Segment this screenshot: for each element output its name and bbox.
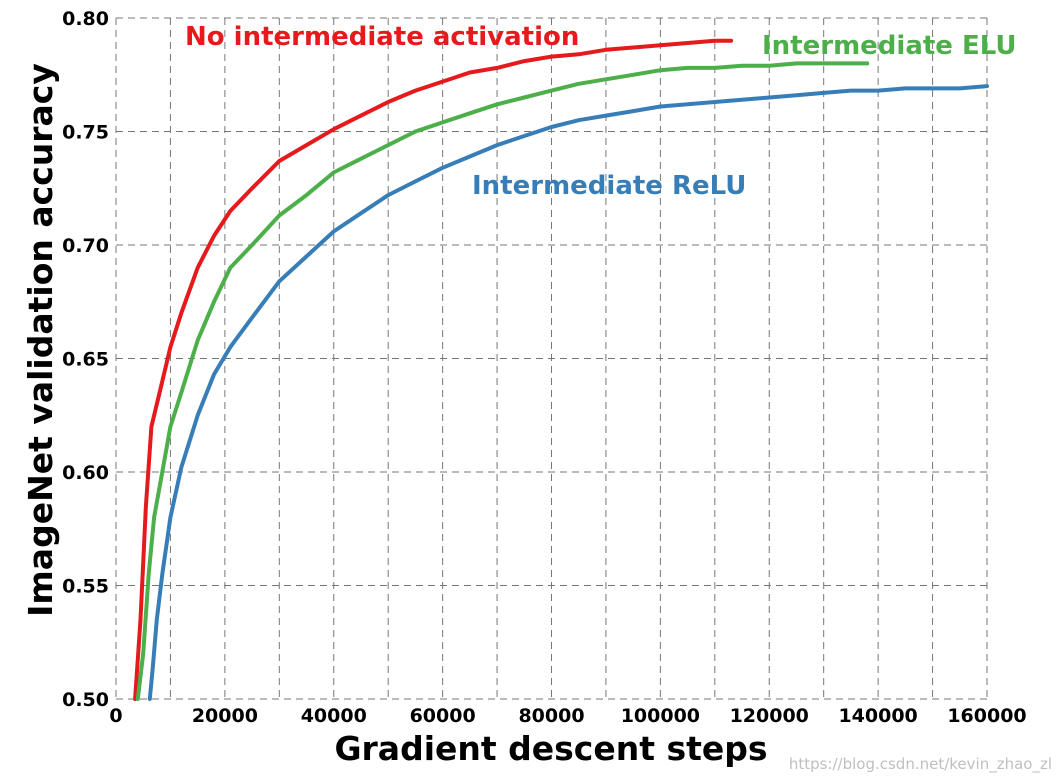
tick-labels: 0 20000 40000 60000 80000 100000 120000 140000 1…: [62, 8, 1027, 727]
series-line-intermediate-elu: [135, 61, 870, 701]
x-tick-label: 140000: [838, 705, 917, 727]
y-tick-label: 0.55: [62, 576, 109, 598]
y-axis-title: ImageNet validation accuracy: [21, 63, 60, 617]
series-lines: [133, 38, 989, 701]
series-line-intermediate-relu: [147, 84, 989, 701]
annotation-intermediate-elu: Intermediate ELU: [762, 31, 1017, 61]
y-tick-label: 0.80: [62, 8, 109, 30]
y-tick-label: 0.65: [62, 349, 109, 371]
y-tick-label: 0.70: [62, 235, 109, 257]
series-line-no-intermediate-activation: [133, 38, 734, 701]
x-tick-label: 80000: [518, 705, 584, 727]
x-tick-label: 20000: [192, 705, 258, 727]
y-tick-label: 0.60: [62, 462, 109, 484]
grid: [115, 17, 988, 700]
x-tick-label: 60000: [410, 705, 476, 727]
annotation-no-intermediate-activation: No intermediate activation: [185, 22, 579, 52]
x-tick-label: 40000: [301, 705, 367, 727]
x-axis-title: Gradient descent steps: [334, 729, 767, 768]
x-tick-label: 0: [109, 705, 122, 727]
watermark: https://blog.csdn.net/kevin_zhao_zl: [789, 755, 1052, 774]
x-tick-label: 100000: [621, 705, 700, 727]
x-tick-label: 120000: [730, 705, 809, 727]
x-tick-label: 160000: [947, 705, 1026, 727]
annotation-intermediate-relu: Intermediate ReLU: [472, 171, 746, 201]
series-annotations: No intermediate activation Intermediate …: [185, 22, 1017, 201]
y-tick-label: 0.50: [62, 689, 109, 711]
y-tick-label: 0.75: [62, 122, 109, 144]
